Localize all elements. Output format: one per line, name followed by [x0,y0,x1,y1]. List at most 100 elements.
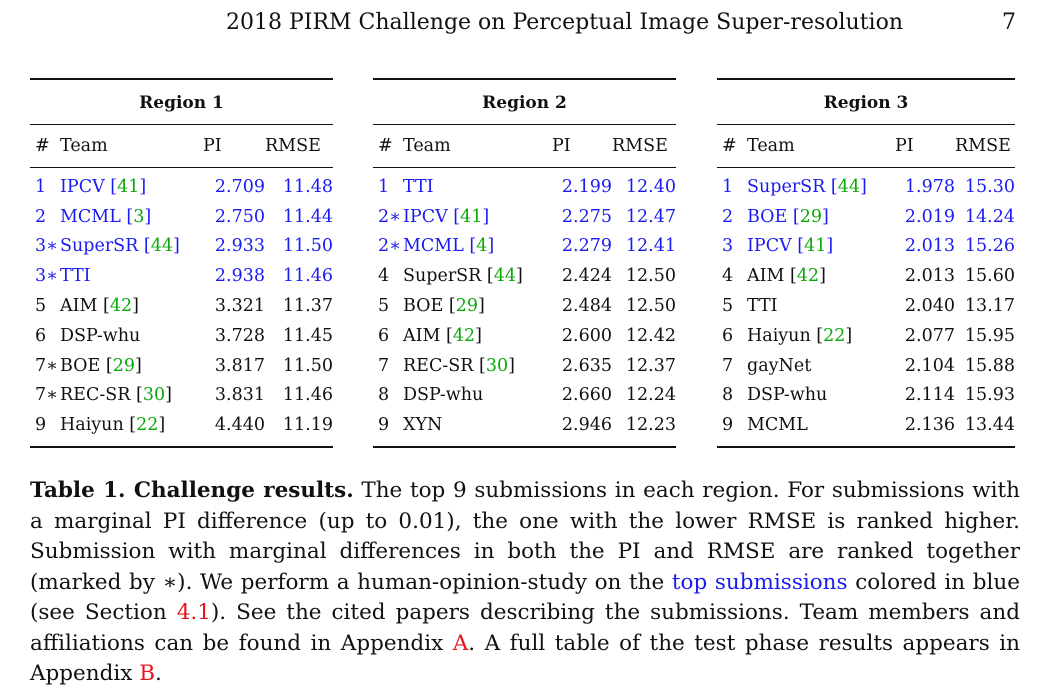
rmse-cell: 11.48 [282,176,333,197]
pi-cell: 2.019 [904,206,955,227]
section-ref-link[interactable]: 4.1 [176,600,211,625]
region-title: Region 1 [30,80,333,125]
rmse-cell: 15.26 [964,236,1015,257]
team-name: REC-SR [403,355,474,376]
team-name: SuperSR [403,266,482,287]
column-header-rank: # [373,125,403,168]
team-name: IPCV [403,206,448,227]
team-cell: MCML [747,410,895,446]
rmse-cell: 12.50 [625,296,676,317]
citation-link[interactable]: 22 [823,325,846,346]
team-name: Haiyun [747,325,811,346]
team-cell: IPCV [41] [747,236,834,257]
pi-cell: 4.440 [214,415,265,436]
column-header-team: Team [60,125,203,168]
citation-link[interactable]: 22 [136,415,159,436]
team-cell: BOE [29] [403,296,485,317]
team-name: TTI [60,266,91,287]
pi-cell: 3.831 [214,385,265,406]
rmse-cell: 11.50 [282,236,333,257]
citation-link[interactable]: 30 [485,355,509,376]
team-cell: TTI [60,261,203,291]
team-cell: Haiyun [22] [747,325,853,346]
citation-link[interactable]: 44 [837,176,861,197]
citation-link[interactable]: 4 [476,236,488,257]
table-row: 8 DSP-whu 2.660 12.24 [373,381,676,411]
rank-cell: 6 [722,325,734,346]
team-name: MCML [60,206,121,227]
running-title: 2018 PIRM Challenge on Perceptual Image … [226,10,903,35]
table-row: 6 AIM [42] 2.600 12.42 [373,321,676,351]
rmse-cell: 12.47 [625,206,676,227]
pi-cell: 2.660 [561,385,612,406]
rmse-cell: 15.30 [964,176,1015,197]
team-cell: REC-SR [30] [403,355,515,376]
team-cell: AIM [42] [60,296,139,317]
citation-link[interactable]: 29 [455,296,478,317]
citation-link[interactable]: 41 [804,236,827,257]
citation-link[interactable]: 29 [112,355,135,376]
rank-cell: 7 [722,355,734,376]
citation-link[interactable]: 42 [796,266,820,287]
caption-label: Table 1. Challenge results. [30,478,354,503]
top-submissions-link[interactable]: top submissions [671,569,848,595]
citation-link[interactable]: 41 [460,206,483,227]
team-cell: BOE [29] [60,355,142,376]
team-cell: DSP-whu [403,381,552,411]
table-row: 4 SuperSR [44] 2.424 12.50 [373,261,676,291]
pi-cell: 2.275 [561,206,612,227]
table-row: 2∗ MCML [4] 2.279 12.41 [373,232,676,262]
table-row: 2∗ IPCV [41] 2.275 12.47 [373,202,676,232]
column-header-rmse: RMSE [265,125,333,168]
pi-cell: 2.600 [561,325,612,346]
citation-link[interactable]: 44 [493,266,517,287]
citation-link[interactable]: 44 [150,236,174,257]
pi-cell: 2.938 [214,266,265,287]
column-header-rank: # [30,125,60,168]
team-name: gayNet [747,355,812,376]
pi-cell: 2.484 [561,296,612,317]
caption-text: . A full table of the test phase results… [30,630,1020,687]
table-row: 8 DSP-whu 2.114 15.93 [717,381,1015,411]
table-row: 2 MCML [3] 2.750 11.44 [30,202,333,232]
team-cell: XYN [403,410,552,446]
rmse-cell: 15.95 [964,325,1015,346]
rmse-cell: 11.44 [282,206,333,227]
rank-cell: 8 [378,385,390,406]
table-row: 9 XYN 2.946 12.23 [373,410,676,446]
table-row: 1 TTI 2.199 12.40 [373,168,676,202]
citation-link[interactable]: 41 [117,176,140,197]
citation-link[interactable]: 42 [452,325,476,346]
rmse-cell: 12.40 [625,176,676,197]
team-cell: IPCV [41] [403,206,490,227]
rank-cell: 4 [722,266,734,287]
team-cell: TTI [403,168,552,202]
appendix-a-link[interactable]: A [452,630,469,656]
team-name: IPCV [747,236,792,257]
table-row: 3 IPCV [41] 2.013 15.26 [717,232,1015,262]
column-header-rank: # [717,125,747,168]
pi-cell: 2.933 [214,236,265,257]
rmse-cell: 13.17 [964,296,1015,317]
team-cell: Haiyun [22] [60,415,166,436]
rmse-cell: 13.44 [964,415,1015,436]
team-name: TTI [403,176,434,197]
rmse-cell: 15.60 [964,266,1015,287]
appendix-b-link[interactable]: B [139,661,156,686]
rmse-cell: 12.42 [625,325,676,346]
rmse-cell: 11.19 [282,415,333,436]
team-cell: SuperSR [44] [60,236,180,257]
column-header-team: Team [403,125,552,168]
results-table: # Team PI RMSE 1 SuperSR [44] 1.978 15.30 2 BOE [… [717,125,1015,446]
citation-link[interactable]: 30 [142,385,166,406]
team-cell: IPCV [41] [60,176,147,197]
rank-cell: 6 [378,325,390,346]
citation-link[interactable]: 42 [109,296,133,317]
team-cell: SuperSR [44] [403,266,523,287]
table-row: 5 AIM [42] 3.321 11.37 [30,291,333,321]
page-header: 2018 PIRM Challenge on Perceptual Image … [0,10,1046,40]
region-title: Region 2 [373,80,676,125]
citation-link[interactable]: 3 [133,206,145,227]
citation-link[interactable]: 29 [799,206,822,227]
rank-cell: 7∗ [35,355,59,376]
